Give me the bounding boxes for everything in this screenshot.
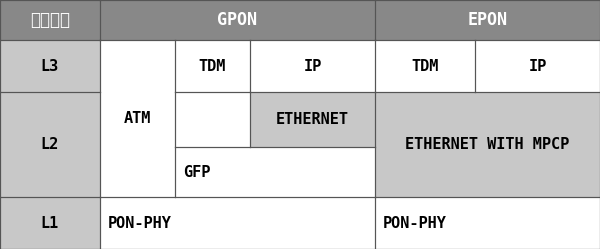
- Text: PON-PHY: PON-PHY: [383, 215, 447, 231]
- Bar: [250, 92, 375, 147]
- Bar: [0, 197, 100, 249]
- Bar: [475, 40, 600, 92]
- Bar: [0, 40, 100, 92]
- Bar: [0, 0, 100, 40]
- Bar: [175, 147, 375, 197]
- Bar: [175, 92, 250, 147]
- Text: 网络层次: 网络层次: [30, 11, 70, 29]
- Text: EPON: EPON: [467, 11, 508, 29]
- Text: ETHERNET: ETHERNET: [276, 112, 349, 127]
- Text: L3: L3: [41, 59, 59, 73]
- Text: TDM: TDM: [412, 59, 439, 73]
- Text: L1: L1: [41, 215, 59, 231]
- Bar: [100, 40, 175, 197]
- Text: IP: IP: [529, 59, 547, 73]
- Text: L2: L2: [41, 137, 59, 152]
- Text: IP: IP: [304, 59, 322, 73]
- Bar: [375, 197, 600, 249]
- Bar: [175, 40, 250, 92]
- Bar: [375, 0, 600, 40]
- Bar: [375, 40, 475, 92]
- Bar: [100, 197, 375, 249]
- Bar: [375, 92, 600, 197]
- Text: ATM: ATM: [124, 111, 151, 126]
- Text: GFP: GFP: [183, 165, 211, 180]
- Text: ETHERNET WITH MPCP: ETHERNET WITH MPCP: [406, 137, 569, 152]
- Bar: [100, 0, 375, 40]
- Text: TDM: TDM: [199, 59, 226, 73]
- Bar: [0, 92, 100, 197]
- Bar: [250, 40, 375, 92]
- Text: GPON: GPON: [218, 11, 257, 29]
- Text: PON-PHY: PON-PHY: [108, 215, 172, 231]
